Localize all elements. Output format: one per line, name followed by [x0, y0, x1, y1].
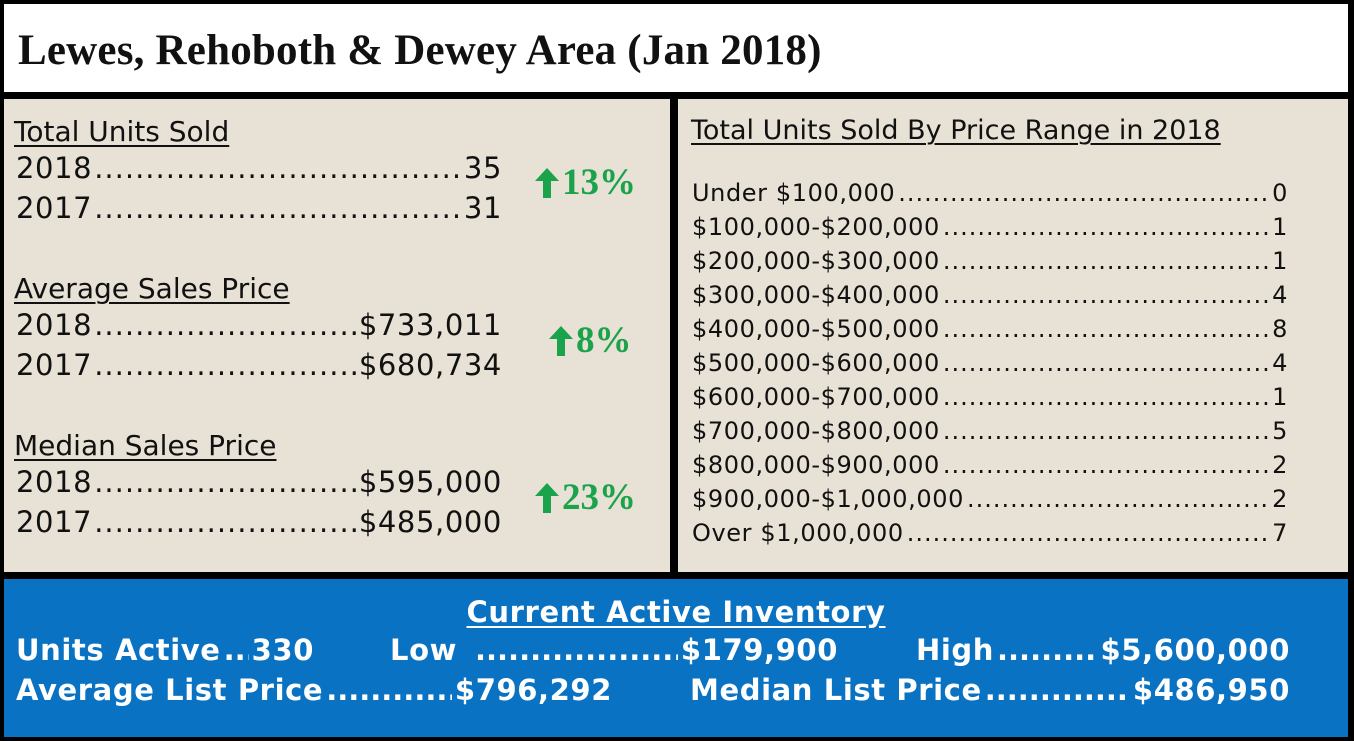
sales-summary-panel: Total Units Sold 2018 35 2017 31 13% Ave… [4, 99, 670, 572]
median-price-change: 23% [534, 476, 636, 519]
price-range-row: $600,000-$700,0001 [692, 383, 1288, 411]
arrow-up-icon [549, 325, 573, 356]
avg-price-row-2017: 2017 $680,734 [16, 348, 502, 382]
price-range-row: Over $1,000,0007 [692, 519, 1288, 547]
units-sold-heading: Total Units Sold [14, 115, 230, 148]
page-title: Lewes, Rehoboth & Dewey Area (Jan 2018) [18, 27, 822, 74]
high-price-row: High $5,600,000 [916, 633, 1290, 667]
median-price-row-2018: 2018 $595,000 [16, 465, 502, 499]
avg-list-price-row: Average List Price $796,292 [16, 673, 612, 707]
avg-price-heading: Average Sales Price [14, 272, 290, 305]
median-price-heading: Median Sales Price [14, 429, 277, 462]
price-range-row: Under $100,0000 [692, 179, 1288, 207]
inventory-heading: Current Active Inventory [466, 595, 886, 629]
price-range-row: $500,000-$600,0004 [692, 349, 1288, 377]
price-range-row: $700,000-$800,0005 [692, 417, 1288, 445]
title-box: Lewes, Rehoboth & Dewey Area (Jan 2018) [4, 4, 1348, 92]
units-sold-row-2018: 2018 35 [16, 151, 502, 185]
avg-price-change: 8% [548, 319, 632, 362]
arrow-up-icon [535, 482, 559, 513]
avg-price-row-2018: 2018 $733,011 [16, 308, 502, 342]
low-price-row: Low $179,900 [390, 633, 838, 667]
units-sold-change: 13% [534, 161, 636, 204]
median-list-price-row: Median List Price $486,950 [690, 673, 1290, 707]
price-range-row: $400,000-$500,0008 [692, 315, 1288, 343]
units-sold-row-2017: 2017 31 [16, 191, 502, 225]
price-range-row: $100,000-$200,0001 [692, 213, 1288, 241]
active-inventory-panel: Current Active Inventory Units Active 33… [4, 579, 1348, 737]
price-range-heading: Total Units Sold By Price Range in 2018 [691, 115, 1221, 146]
median-price-row-2017: 2017 $485,000 [16, 505, 502, 539]
price-range-row: $200,000-$300,0001 [692, 247, 1288, 275]
price-range-panel: Total Units Sold By Price Range in 2018 … [678, 99, 1348, 572]
arrow-up-icon [535, 167, 559, 198]
price-range-row: $300,000-$400,0004 [692, 281, 1288, 309]
units-active-row: Units Active 330 [16, 633, 314, 667]
